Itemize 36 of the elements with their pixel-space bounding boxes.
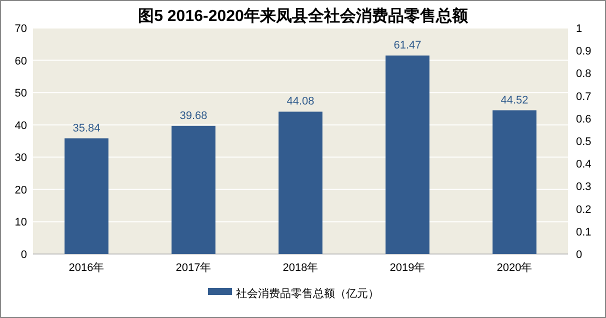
y2-tick-label: 0.4 <box>576 158 592 171</box>
y2-tick-label: 0.6 <box>576 113 592 126</box>
bar <box>278 112 322 254</box>
y2-tick-label: 0.8 <box>576 68 592 80</box>
x-tick-label: 2019年 <box>390 262 426 274</box>
y-tick-label: 40 <box>14 120 27 132</box>
y2-tick-label: 0.7 <box>576 90 592 103</box>
data-label: 44.08 <box>286 96 314 108</box>
bar <box>492 110 536 254</box>
x-tick-label: 2020年 <box>496 262 532 274</box>
y2-tick-label: 0.2 <box>576 204 592 216</box>
y2-tick-label: 0.1 <box>576 226 592 238</box>
y2-tick-label: 1 <box>576 23 582 35</box>
y2-tick-label: 0.5 <box>576 136 592 148</box>
data-label: 39.68 <box>180 110 208 122</box>
bar <box>64 138 108 254</box>
y2-tick-label: 0.9 <box>576 46 592 58</box>
bar <box>172 126 216 254</box>
data-label: 35.84 <box>72 122 100 134</box>
y-tick-label: 70 <box>14 23 27 35</box>
data-label: 61.47 <box>394 40 422 52</box>
x-tick-label: 2016年 <box>68 262 104 274</box>
y-tick-label: 30 <box>14 152 27 164</box>
y-tick-label: 20 <box>14 184 27 196</box>
bar <box>386 56 430 254</box>
y-tick-label: 0 <box>20 249 27 261</box>
y-tick-label: 10 <box>14 216 27 229</box>
chart-title: 图5 2016-2020年来凤县全社会消费品零售总额 <box>138 7 469 25</box>
x-tick-label: 2017年 <box>176 262 212 274</box>
x-tick-label: 2018年 <box>282 262 318 274</box>
data-label: 44.52 <box>500 94 528 106</box>
y2-tick-label: 0.3 <box>576 181 592 194</box>
legend-label: 社会消费品零售总额（亿元） <box>236 287 379 300</box>
y2-tick-label: 0 <box>576 249 582 261</box>
y-tick-label: 50 <box>14 88 27 100</box>
y-tick-label: 60 <box>14 55 27 68</box>
